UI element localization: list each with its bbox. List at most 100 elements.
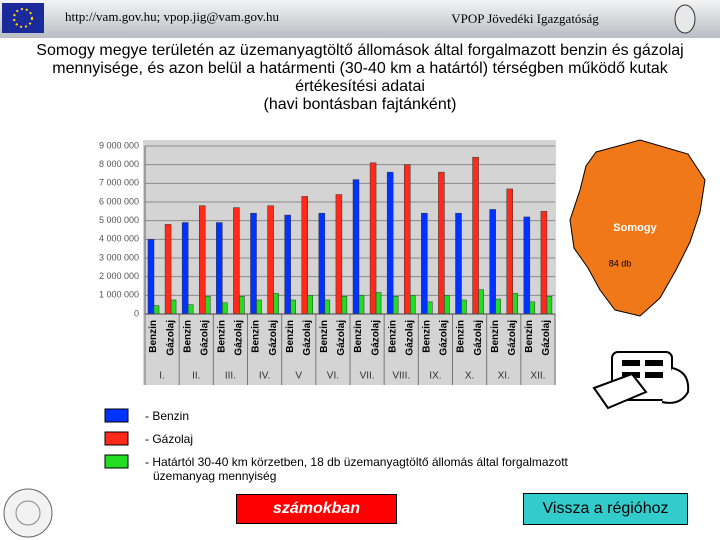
- bar: [444, 295, 450, 315]
- group-label: VI.: [327, 371, 339, 382]
- chart-title: mennyisége, és azon belül a határmenti (…: [52, 60, 668, 77]
- map-count: 84 db: [609, 258, 632, 268]
- header-url: http://vam.gov.hu; vpop.jig@vam.gov.hu: [65, 9, 279, 24]
- bar: [512, 293, 518, 315]
- bar: [352, 179, 360, 315]
- x-tick-label: Benzin: [387, 320, 398, 353]
- bar: [529, 301, 536, 315]
- x-tick-label: Benzin: [285, 320, 296, 353]
- bar: [427, 301, 433, 315]
- bar: [216, 222, 223, 315]
- bar: [495, 298, 501, 315]
- y-tick-label: 8 000 000: [99, 159, 139, 169]
- bar: [307, 295, 313, 315]
- chart-title: (havi bontásban fajtánként): [263, 96, 456, 113]
- form-icon: [592, 351, 690, 410]
- bar: [222, 302, 228, 315]
- legend-label: - Gázolaj: [145, 432, 194, 446]
- y-tick-label: 6 000 000: [99, 196, 139, 206]
- bar: [256, 299, 262, 315]
- bar: [404, 164, 411, 315]
- bar: [478, 289, 484, 315]
- x-tick-label: Gázolaj: [404, 320, 415, 356]
- bar: [290, 299, 296, 315]
- bar: [301, 196, 308, 315]
- county-map: [569, 139, 706, 317]
- back-button[interactable]: Vissza a régióhoz: [523, 493, 688, 525]
- chart-title: Somogy megye területén az üzemanyagtöltő…: [36, 42, 683, 59]
- bar: [438, 171, 445, 315]
- chart-title: értékesítési adatai: [295, 78, 425, 95]
- group-label: XII.: [530, 371, 545, 382]
- bar: [187, 304, 194, 315]
- bar: [153, 305, 160, 315]
- x-tick-label: Gázolaj: [541, 320, 552, 356]
- bar: [147, 239, 155, 315]
- bar: [546, 296, 553, 315]
- bar: [164, 224, 172, 315]
- x-tick-label: Gázolaj: [302, 320, 313, 356]
- group-label: II.: [192, 371, 200, 382]
- group-label: X.: [465, 371, 474, 382]
- x-tick-label: Benzin: [217, 320, 228, 353]
- bar: [461, 299, 467, 315]
- bar: [506, 188, 513, 315]
- logo: [3, 488, 53, 538]
- group-label: III.: [225, 371, 236, 382]
- y-tick-label: 9 000 000: [99, 140, 139, 150]
- x-tick-label: Gázolaj: [199, 320, 210, 356]
- y-tick-label: 3 000 000: [99, 252, 139, 262]
- x-tick-label: Gázolaj: [165, 320, 176, 356]
- bar: [375, 292, 382, 315]
- legend-swatch: [104, 454, 129, 469]
- x-tick-label: Gázolaj: [473, 320, 484, 356]
- numbers-button[interactable]: számokban: [236, 494, 397, 524]
- map-region: Somogy: [613, 222, 657, 234]
- y-tick-label: 4 000 000: [99, 234, 139, 244]
- bar: [181, 222, 189, 315]
- y-tick-label: 5 000 000: [99, 215, 139, 225]
- bar: [233, 207, 240, 315]
- group-label: IX.: [429, 371, 441, 382]
- bar: [273, 293, 279, 315]
- x-tick-label: Benzin: [490, 320, 501, 353]
- x-tick-label: Gázolaj: [439, 320, 450, 356]
- bar: [239, 296, 245, 315]
- y-tick-label: 2 000 000: [99, 271, 139, 281]
- y-tick-label: 1 000 000: [99, 290, 139, 300]
- header-bar: [0, 0, 720, 38]
- group-label: VIII.: [392, 371, 410, 382]
- bar: [199, 205, 206, 315]
- x-tick-label: Benzin: [524, 320, 535, 353]
- group-label: I.: [159, 371, 165, 382]
- y-tick-label: 7 000 000: [99, 178, 139, 188]
- bar: [455, 212, 462, 315]
- legend-swatch: [104, 431, 129, 446]
- bar: [205, 296, 211, 315]
- header-org: VPOP Jövedéki Igazgatóság: [451, 11, 599, 26]
- bar: [421, 212, 428, 315]
- emblem: [674, 4, 696, 34]
- bar: [250, 212, 257, 315]
- x-tick-label: Benzin: [353, 320, 364, 353]
- eu-flag: [2, 3, 44, 33]
- bar: [523, 216, 531, 315]
- x-tick-label: Benzin: [319, 320, 330, 353]
- x-tick-label: Gázolaj: [370, 320, 381, 356]
- x-tick-label: Benzin: [251, 320, 262, 353]
- x-tick-label: Gázolaj: [234, 320, 245, 356]
- x-tick-label: Benzin: [422, 320, 433, 353]
- bar: [410, 295, 416, 315]
- bar: [472, 156, 479, 315]
- group-label: VII.: [360, 371, 375, 382]
- legend-label: - Határtól 30-40 km körzetben, 18 db üze…: [145, 455, 568, 483]
- bar: [392, 296, 399, 315]
- group-label: IV.: [259, 371, 270, 382]
- group-label: V: [295, 371, 302, 382]
- bar: [386, 171, 394, 315]
- bar: [284, 214, 291, 315]
- x-tick-label: Benzin: [148, 320, 159, 353]
- bar: [170, 299, 177, 315]
